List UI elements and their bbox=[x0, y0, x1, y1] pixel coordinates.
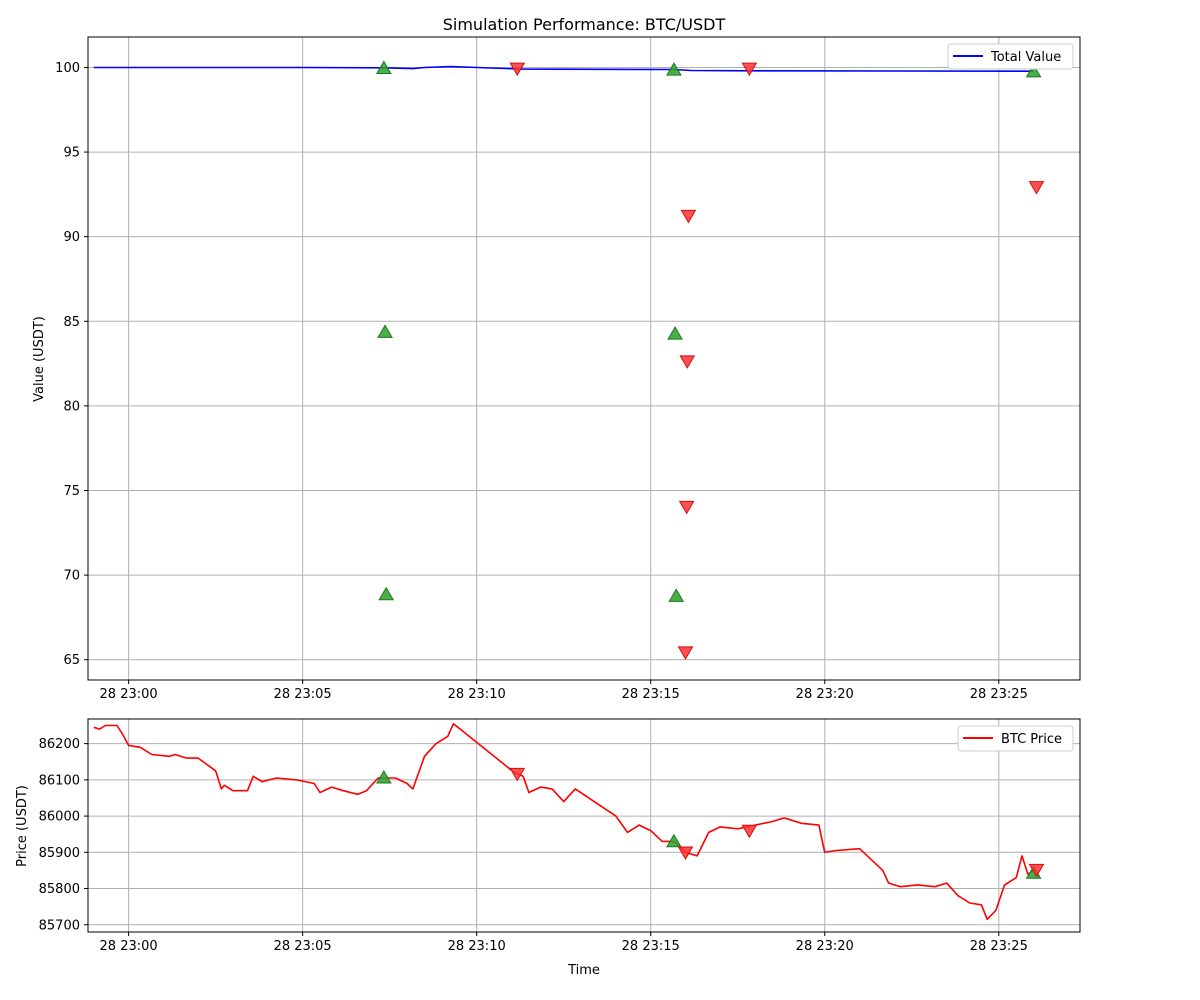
y-tick-label: 95 bbox=[63, 146, 80, 161]
value-legend-label: Total Value bbox=[990, 50, 1061, 65]
price-y-axis-label: Price (USDT) bbox=[15, 785, 30, 867]
y-tick-label: 65 bbox=[63, 653, 80, 668]
buy-marker bbox=[666, 62, 682, 76]
y-tick-label: 80 bbox=[63, 399, 80, 414]
value-panel: 28 23:00 28 23:05 28 23:10 28 23:15 28 23:20… bbox=[32, 36, 1081, 702]
value-legend-box bbox=[947, 43, 1074, 70]
y-tick-label: 86100 bbox=[39, 773, 80, 788]
price-ticks: 28 23:00 28 23:05 28 23:10 28 23:15 28 23:20… bbox=[39, 737, 1028, 954]
x-tick-label: 28 23:05 bbox=[274, 939, 332, 954]
x-tick-label: 28 23:20 bbox=[796, 939, 854, 954]
x-tick-label: 28 23:20 bbox=[796, 687, 854, 702]
sell-marker bbox=[677, 646, 694, 660]
sell-marker bbox=[509, 767, 526, 782]
sell-marker bbox=[1028, 181, 1045, 195]
price-legend[interactable]: BTC Price bbox=[957, 725, 1074, 752]
x-tick-label: 28 23:10 bbox=[448, 939, 506, 954]
buy-marker bbox=[1025, 63, 1042, 78]
x-tick-label: 28 23:15 bbox=[622, 939, 680, 954]
sell-marker bbox=[679, 355, 696, 369]
sell-marker bbox=[1028, 863, 1045, 878]
value-y-axis-label: Value (USDT) bbox=[32, 316, 47, 402]
sell-marker bbox=[678, 500, 695, 515]
buy-marker bbox=[375, 60, 392, 74]
buy-marker bbox=[668, 588, 685, 602]
price-series bbox=[93, 722, 1035, 921]
x-tick-label: 28 23:15 bbox=[622, 687, 680, 702]
value-ticks: 28 23:00 28 23:05 28 23:10 28 23:15 28 23:20… bbox=[55, 61, 1028, 702]
y-tick-label: 85 bbox=[63, 315, 80, 330]
x-tick-label: 28 23:10 bbox=[448, 687, 506, 702]
series-line bbox=[93, 722, 1035, 921]
y-tick-label: 86200 bbox=[39, 737, 80, 752]
value-legend[interactable]: Total Value bbox=[947, 43, 1074, 70]
y-tick-label: 85700 bbox=[39, 918, 80, 933]
value-plot-area bbox=[88, 37, 1080, 680]
price-legend-label: BTC Price bbox=[1001, 732, 1062, 747]
x-tick-label: 28 23:00 bbox=[100, 939, 158, 954]
price-plot-area bbox=[88, 719, 1080, 932]
x-tick-label: 28 23:00 bbox=[100, 687, 158, 702]
y-tick-label: 75 bbox=[63, 484, 80, 499]
y-tick-label: 70 bbox=[63, 569, 80, 584]
sell-marker bbox=[677, 846, 694, 861]
x-tick-label: 28 23:25 bbox=[970, 939, 1028, 954]
y-tick-label: 100 bbox=[55, 61, 80, 76]
buy-marker bbox=[666, 833, 682, 848]
value-grid bbox=[88, 37, 1080, 680]
y-tick-label: 85900 bbox=[39, 846, 80, 861]
x-tick-label: 28 23:25 bbox=[970, 687, 1028, 702]
price-grid bbox=[88, 719, 1080, 932]
sell-marker bbox=[741, 824, 758, 839]
price-panel: 28 23:00 28 23:05 28 23:10 28 23:15 28 23:20… bbox=[15, 718, 1081, 978]
price-axes-frame bbox=[87, 718, 1081, 933]
sell-marker bbox=[741, 62, 758, 77]
sell-marker bbox=[680, 209, 697, 224]
x-tick-label: 28 23:05 bbox=[274, 687, 332, 702]
value-series bbox=[93, 65, 1034, 72]
figure-title: Simulation Performance: BTC/USDT bbox=[443, 15, 726, 34]
buy-marker bbox=[378, 586, 395, 601]
y-tick-label: 85800 bbox=[39, 882, 80, 897]
price-legend-box bbox=[957, 725, 1074, 752]
series-line bbox=[93, 65, 1034, 72]
buy-marker bbox=[667, 326, 683, 340]
value-trade-markers bbox=[375, 60, 1045, 660]
value-axes-frame bbox=[87, 36, 1081, 681]
buy-marker bbox=[375, 769, 392, 784]
y-tick-label: 90 bbox=[63, 230, 80, 245]
price-trade-markers bbox=[375, 767, 1045, 879]
price-x-axis-label: Time bbox=[567, 963, 600, 978]
sell-marker bbox=[509, 62, 526, 77]
buy-marker bbox=[377, 324, 393, 338]
y-tick-label: 86000 bbox=[39, 810, 80, 825]
